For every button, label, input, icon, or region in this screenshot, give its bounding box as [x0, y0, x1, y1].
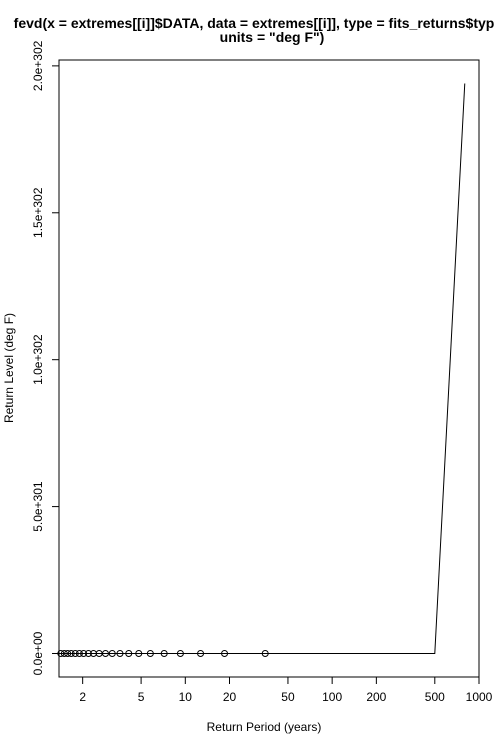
plot-frame — [58, 59, 480, 678]
y-axis-label: Return Level (deg F) — [2, 313, 16, 423]
y-tick-label: 1.5e+302 — [31, 187, 45, 238]
x-tick-label: 10 — [179, 690, 193, 704]
x-tick-label: 200 — [366, 690, 386, 704]
x-axis-label: Return Period (years) — [207, 720, 322, 734]
y-tick-label: 1.0e+302 — [31, 334, 45, 385]
data-series — [57, 83, 466, 657]
x-axis: 2 5 10 20 50 100 200 500 1000 — [79, 676, 493, 704]
x-tick-label: 20 — [223, 690, 237, 704]
x-tick-label: 5 — [138, 690, 145, 704]
y-tick-label: 2.0e+302 — [31, 40, 45, 91]
plot-title-line-2: units = "deg F") — [220, 29, 325, 45]
return-level-curve — [59, 83, 466, 654]
x-tick-label: 50 — [281, 690, 295, 704]
y-tick-label: 5.0e+301 — [31, 481, 45, 532]
y-tick-label: 0.0e+00 — [31, 631, 45, 675]
y-axis: 0.0e+00 5.0e+301 1.0e+302 1.5e+302 2.0e+302 — [31, 40, 60, 675]
x-tick-label: 1000 — [466, 690, 493, 704]
x-tick-label: 2 — [79, 690, 86, 704]
x-tick-label: 100 — [322, 690, 342, 704]
plot-title-line-1: fevd(x = extremes[[i]]$DATA, data = extr… — [14, 15, 495, 31]
x-tick-label: 500 — [425, 690, 445, 704]
